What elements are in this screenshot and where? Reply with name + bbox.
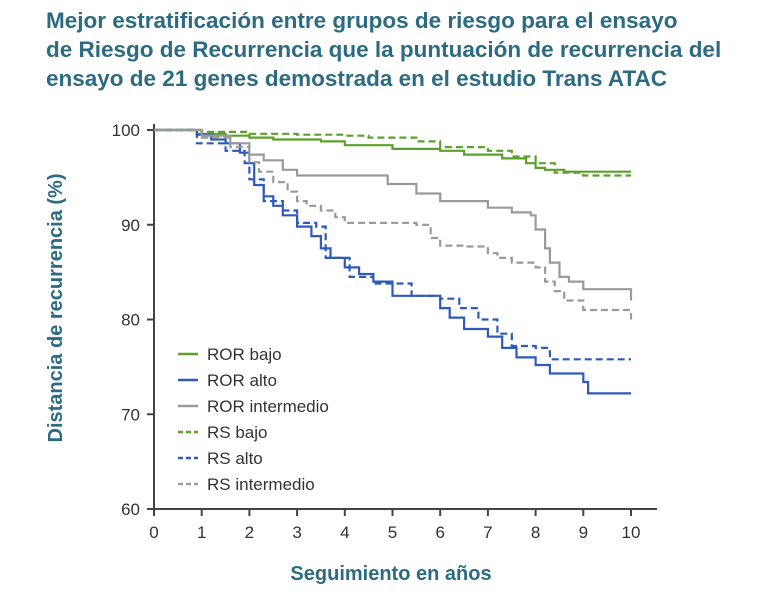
x-tick-label: 10 bbox=[622, 523, 641, 542]
series-line-rs-intermedio bbox=[154, 128, 633, 320]
y-tick-label: 60 bbox=[121, 500, 140, 519]
series-line-ror-intermedio bbox=[154, 128, 633, 301]
legend-label-ror-bajo: ROR bajo bbox=[207, 345, 282, 364]
y-tick-label: 70 bbox=[121, 405, 140, 424]
y-tick-label: 90 bbox=[121, 216, 140, 235]
axes: 60 70 80 90 100 0 1 2 3 4 5 6 7 8 9 10 bbox=[112, 121, 657, 542]
y-axis-label: Distancia de recurrencia (%) bbox=[45, 174, 67, 443]
x-tick-label: 6 bbox=[435, 523, 444, 542]
y-tick-label: 100 bbox=[112, 121, 140, 140]
series-line-rs-alto bbox=[154, 128, 631, 361]
x-tick-label: 1 bbox=[197, 523, 206, 542]
x-tick-label: 2 bbox=[245, 523, 254, 542]
title-line-1: Mejor estratificación entre grupos de ri… bbox=[46, 8, 678, 33]
legend-label-ror-alto: ROR alto bbox=[207, 371, 277, 390]
legend-label-ror-intermedio: ROR intermedio bbox=[207, 397, 329, 416]
x-tick-label: 9 bbox=[579, 523, 588, 542]
x-axis-label: Seguimiento en años bbox=[290, 563, 491, 585]
title-line-3: ensayo de 21 genes demostrada en el estu… bbox=[46, 66, 668, 91]
x-tick-label: 5 bbox=[388, 523, 397, 542]
legend-label-rs-intermedio: RS intermedio bbox=[207, 475, 315, 494]
x-tick-label: 8 bbox=[531, 523, 540, 542]
x-tick-label: 0 bbox=[149, 523, 158, 542]
x-tick-label: 7 bbox=[483, 523, 492, 542]
legend: ROR bajo ROR alto ROR intermedio RS bajo RS … bbox=[178, 345, 329, 494]
x-tick-label: 3 bbox=[292, 523, 301, 542]
title-line-2: de Riesgo de Recurrencia que la puntuaci… bbox=[46, 37, 722, 62]
legend-label-rs-alto: RS alto bbox=[207, 449, 263, 468]
legend-label-rs-bajo: RS bajo bbox=[207, 423, 267, 442]
y-tick-label: 80 bbox=[121, 311, 140, 330]
series-layer bbox=[154, 128, 633, 395]
x-tick-label: 4 bbox=[340, 523, 349, 542]
chart-title: Mejor estratificación entre grupos de ri… bbox=[46, 6, 756, 93]
